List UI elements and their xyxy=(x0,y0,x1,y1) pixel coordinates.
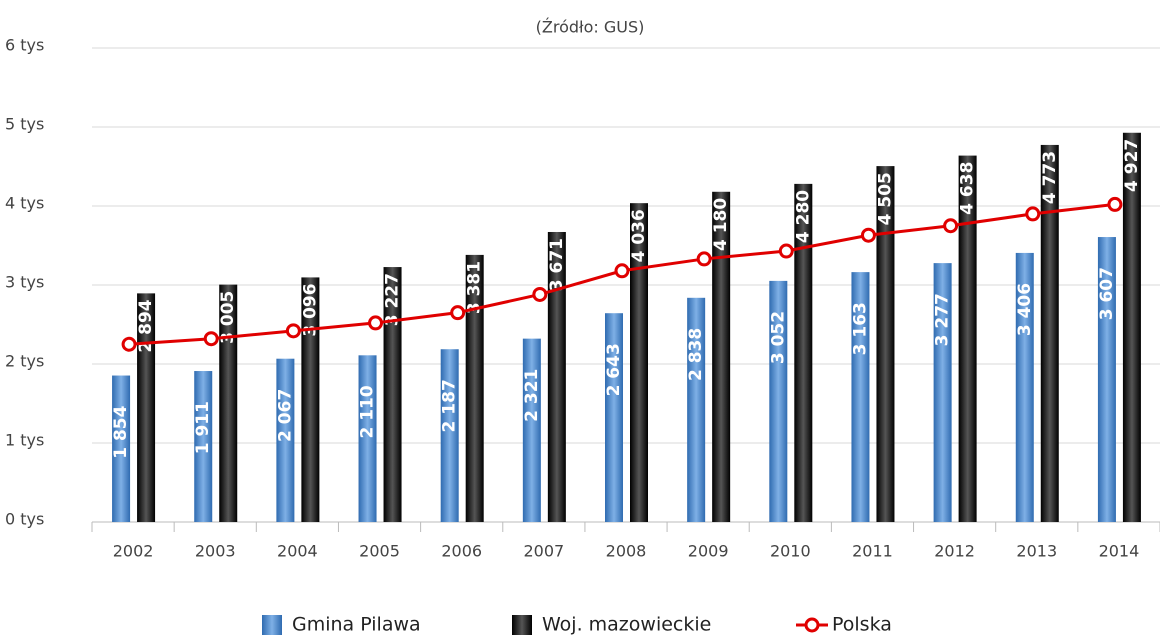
bar xyxy=(769,280,788,522)
bar xyxy=(1015,252,1034,522)
bar xyxy=(547,231,566,522)
data-label: 3 052 xyxy=(768,311,788,364)
point xyxy=(1025,206,1041,222)
point xyxy=(614,263,630,279)
data-label: 4 927 xyxy=(1122,139,1142,192)
bar xyxy=(630,203,648,522)
data-label: 4 036 xyxy=(629,209,649,262)
legend-label: Woj. mazowieckie xyxy=(542,614,711,636)
y-tick-label: 3 tys xyxy=(5,273,44,292)
data-label: 2 110 xyxy=(358,385,378,438)
x-tick-label: 2013 xyxy=(1016,542,1057,561)
data-label: 1 854 xyxy=(111,405,131,458)
data-label: 2 643 xyxy=(604,343,624,396)
legend-swatch xyxy=(512,615,532,635)
data-label: 2 894 xyxy=(136,299,156,352)
data-label: 2 187 xyxy=(440,379,460,432)
bar xyxy=(219,284,238,522)
y-tick-label: 5 tys xyxy=(5,115,44,134)
x-tick-label: 2009 xyxy=(688,542,729,561)
bar xyxy=(1122,132,1141,522)
point xyxy=(532,286,548,302)
data-label: 3 406 xyxy=(1015,283,1035,336)
x-tick-label: 2012 xyxy=(934,542,975,561)
x-tick-label: 2002 xyxy=(113,542,154,561)
legend-label: Polska xyxy=(832,614,892,636)
bar xyxy=(301,277,320,522)
x-tick-label: 2011 xyxy=(852,542,893,561)
y-tick-label: 4 tys xyxy=(5,194,44,213)
bar xyxy=(958,155,977,522)
point xyxy=(778,243,794,259)
legend-label: Gmina Pilawa xyxy=(292,614,421,636)
data-label: 2 067 xyxy=(275,389,295,442)
point xyxy=(368,315,384,331)
bar xyxy=(876,166,895,523)
point xyxy=(121,336,137,352)
bar xyxy=(605,313,623,522)
bar xyxy=(687,297,706,522)
x-tick-label: 2010 xyxy=(770,542,811,561)
data-label: 3 163 xyxy=(850,302,870,355)
bar xyxy=(1097,237,1116,522)
data-label: 4 505 xyxy=(875,172,895,225)
bar xyxy=(194,371,213,522)
bar xyxy=(358,355,377,522)
bar xyxy=(137,293,156,522)
bar xyxy=(383,267,402,522)
bar xyxy=(112,375,131,522)
data-label: 3 005 xyxy=(218,291,238,344)
data-label: 3 671 xyxy=(547,238,567,291)
legend-swatch xyxy=(262,615,282,635)
point xyxy=(943,218,959,234)
x-tick-label: 2003 xyxy=(195,542,236,561)
bar xyxy=(465,254,484,522)
x-tick-label: 2004 xyxy=(277,542,318,561)
data-label: 2 321 xyxy=(522,369,542,422)
bar xyxy=(440,349,459,522)
y-tick-label: 6 tys xyxy=(5,36,44,55)
y-tick-label: 1 tys xyxy=(5,431,44,450)
x-tick-label: 2006 xyxy=(441,542,482,561)
point xyxy=(203,331,219,347)
x-tick-label: 2005 xyxy=(359,542,400,561)
bar xyxy=(522,338,541,522)
data-label: 3 277 xyxy=(933,293,953,346)
data-label: 3 381 xyxy=(465,261,485,314)
x-tick-label: 2014 xyxy=(1099,542,1140,561)
point xyxy=(860,227,876,243)
data-label: 4 180 xyxy=(711,198,731,251)
point xyxy=(1107,196,1123,212)
bar xyxy=(712,191,731,522)
bar xyxy=(794,183,813,522)
chart-subtitle: (Źródło: GUS) xyxy=(536,18,645,37)
bar xyxy=(933,263,952,522)
y-tick-label: 0 tys xyxy=(5,510,44,529)
x-tick-label: 2008 xyxy=(606,542,647,561)
y-tick-label: 2 tys xyxy=(5,352,44,371)
data-label: 4 638 xyxy=(958,162,978,215)
data-label: 3 227 xyxy=(383,273,403,326)
data-label: 1 911 xyxy=(193,401,213,454)
data-label: 2 838 xyxy=(686,328,706,381)
x-tick-label: 2007 xyxy=(523,542,564,561)
bar xyxy=(1040,144,1059,523)
data-label: 4 773 xyxy=(1040,151,1060,204)
legend-marker xyxy=(804,617,820,633)
data-label: 3 607 xyxy=(1097,267,1117,320)
point xyxy=(450,305,466,321)
point xyxy=(696,251,712,267)
point xyxy=(285,323,301,339)
data-label: 3 096 xyxy=(300,283,320,336)
bar xyxy=(851,272,870,522)
bar xyxy=(276,358,295,522)
data-label: 4 280 xyxy=(793,190,813,243)
